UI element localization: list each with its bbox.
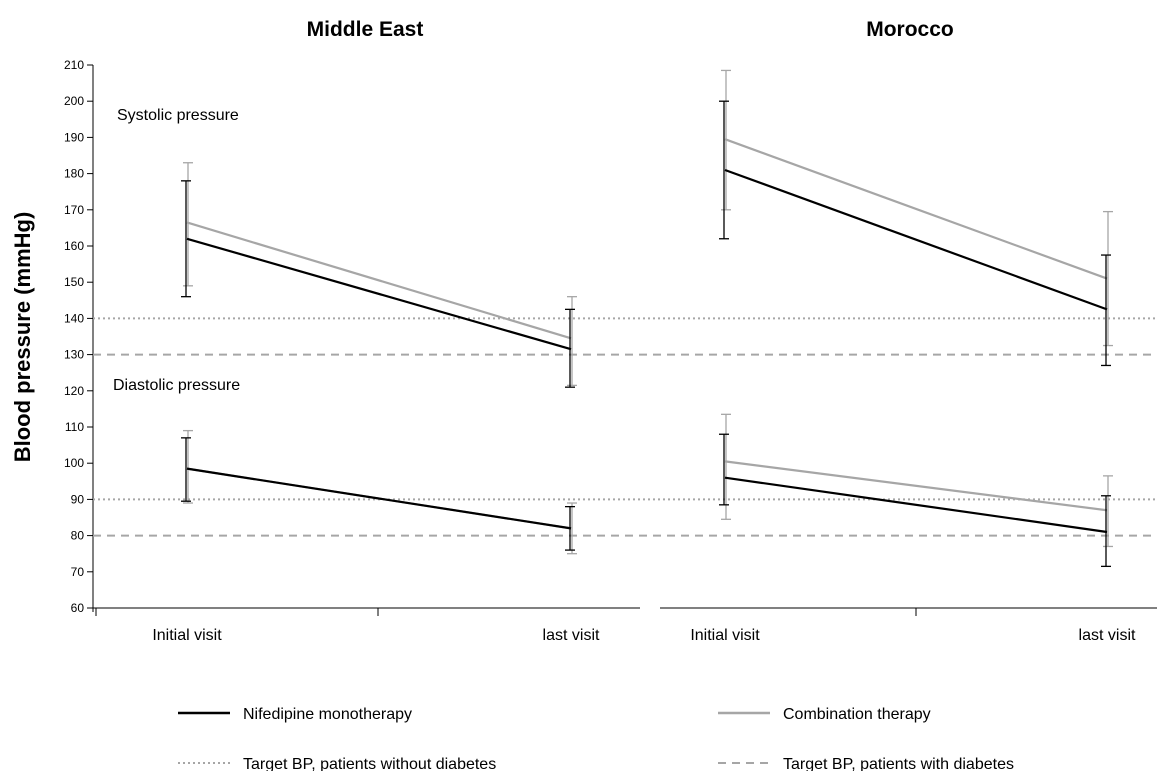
y-tick-label: 210 bbox=[64, 58, 84, 72]
legend-label-nifedipine: Nifedipine monotherapy bbox=[243, 706, 412, 723]
x-tick-label: Initial visit bbox=[690, 627, 760, 644]
y-tick-label: 100 bbox=[64, 456, 84, 470]
series-group bbox=[181, 69, 1113, 568]
y-tick-label: 180 bbox=[64, 167, 84, 181]
y-tick-label: 90 bbox=[71, 492, 85, 506]
y-tick-label: 120 bbox=[64, 384, 84, 398]
y-axis-label: Blood pressure (mmHg) bbox=[10, 212, 35, 463]
x-tick-label: last visit bbox=[1079, 627, 1136, 644]
legend-label-combination: Combination therapy bbox=[783, 706, 931, 723]
y-tick-label: 190 bbox=[64, 130, 84, 144]
y-tick-label: 150 bbox=[64, 275, 84, 289]
nifedipine-systolic-line bbox=[186, 237, 572, 351]
panel-title-middle-east: Middle East bbox=[307, 18, 424, 41]
x-tick-label: last visit bbox=[543, 627, 600, 644]
combination-systolic-line bbox=[724, 138, 1108, 280]
y-tick-label: 80 bbox=[71, 529, 85, 543]
nifedipine-diastolic-line bbox=[724, 476, 1108, 534]
reference-lines-group bbox=[93, 317, 1157, 537]
legend-label-no-diabetes: Target BP, patients without diabetes bbox=[243, 756, 496, 771]
y-tick-label: 170 bbox=[64, 203, 84, 217]
x-tick-label: Initial visit bbox=[152, 627, 222, 644]
combination-diastolic-line bbox=[724, 460, 1108, 512]
panel-title-morocco: Morocco bbox=[866, 18, 954, 41]
y-tick-label: 60 bbox=[71, 601, 85, 615]
nifedipine-systolic-line bbox=[724, 168, 1108, 311]
y-tick-label: 160 bbox=[64, 239, 84, 253]
axes-group: 60 70 80 90 100 110 120 130 140 150 160 170 180 190 20… bbox=[64, 58, 1157, 644]
legend-label-diabetes: Target BP, patients with diabetes bbox=[783, 756, 1014, 771]
y-tick-label: 140 bbox=[64, 311, 84, 325]
combination-systolic-line bbox=[186, 221, 572, 340]
systolic-annotation: Systolic pressure bbox=[117, 107, 239, 124]
y-tick-label: 130 bbox=[64, 348, 84, 362]
y-tick-label: 200 bbox=[64, 94, 84, 108]
y-tick-label: 70 bbox=[71, 565, 85, 579]
legend: Nifedipine monotherapy Combination thera… bbox=[178, 706, 1014, 771]
y-tick-label: 110 bbox=[65, 420, 84, 434]
diastolic-annotation: Diastolic pressure bbox=[113, 377, 240, 394]
nifedipine-diastolic-line bbox=[186, 467, 572, 530]
